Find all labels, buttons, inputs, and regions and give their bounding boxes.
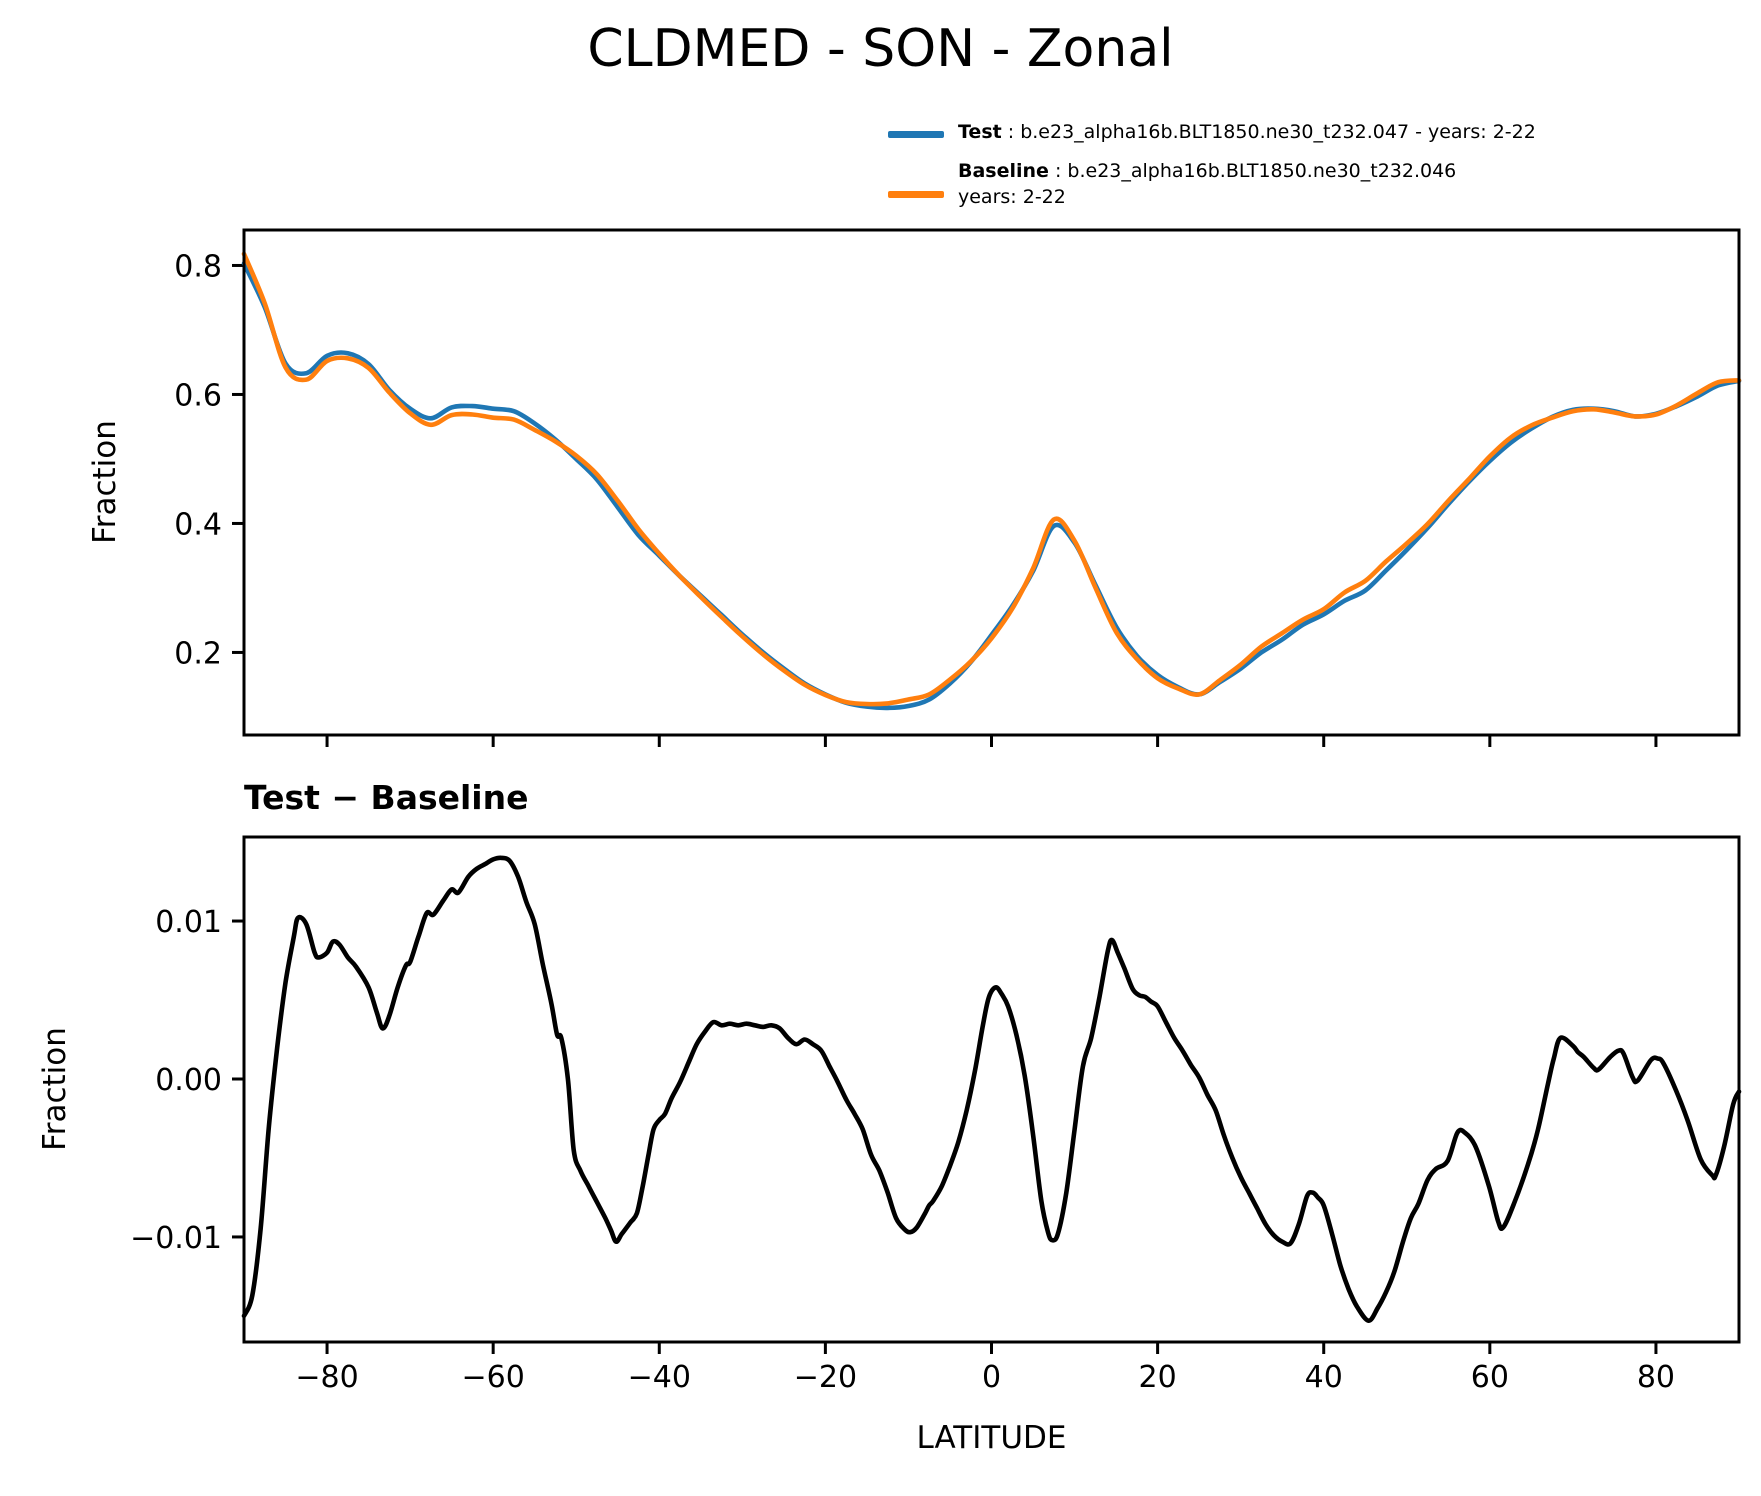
y-tick-label: 0.01 <box>155 905 222 940</box>
bottom-panel-spine <box>242 835 1741 1344</box>
legend-baseline-years: years: 2-22 <box>958 186 1066 209</box>
x-tick-label: 40 <box>1305 1360 1343 1395</box>
legend-item-baseline: Baseline : b.e23_alpha16b.BLT1850.ne30_t… <box>888 158 1536 210</box>
x-tick-label: 80 <box>1637 1360 1675 1395</box>
x-tick-label: −60 <box>462 1360 525 1395</box>
test-baseline-curve <box>241 855 1742 1323</box>
legend: Test : b.e23_alpha16b.BLT1850.ne30_t232.… <box>888 119 1536 224</box>
y-tick-label: 0.2 <box>174 636 222 671</box>
x-tick-label: 20 <box>1139 1360 1177 1395</box>
legend-item-test: Test : b.e23_alpha16b.BLT1850.ne30_t232.… <box>888 119 1536 145</box>
y-tick-label: −0.01 <box>130 1221 222 1256</box>
y-tick-label: 0.00 <box>155 1063 222 1098</box>
x-tick-label: −20 <box>794 1360 857 1395</box>
y-tick-label: 0.6 <box>174 378 222 413</box>
y-tick-label: 0.4 <box>174 507 222 542</box>
baseline-line-swatch <box>888 191 944 199</box>
figure-title: CLDMED - SON - Zonal <box>587 19 1174 79</box>
baseline-curve <box>241 251 1742 707</box>
legend-test-text: : b.e23_alpha16b.BLT1850.ne30_t232.047 -… <box>1001 121 1536 143</box>
test-line-swatch <box>888 131 944 138</box>
x-tick-label: 60 <box>1471 1360 1509 1395</box>
legend-baseline-label: Baseline <box>958 160 1049 183</box>
x-tick-label: 0 <box>982 1360 1001 1395</box>
diff-panel-title: Test − Baseline <box>244 778 529 817</box>
legend-test-label: Test <box>958 121 1002 143</box>
top-panel-spine <box>242 228 1741 737</box>
x-tick-label: −80 <box>295 1360 358 1395</box>
top-y-axis-label: Fraction <box>87 420 123 544</box>
bottom-y-axis-label: Fraction <box>37 1027 73 1151</box>
y-tick-label: 0.8 <box>174 249 222 284</box>
x-axis-label: LATITUDE <box>916 1420 1067 1456</box>
x-tick-label: −40 <box>628 1360 691 1395</box>
legend-baseline-text: : b.e23_alpha16b.BLT1850.ne30_t232.046 <box>1048 160 1457 183</box>
